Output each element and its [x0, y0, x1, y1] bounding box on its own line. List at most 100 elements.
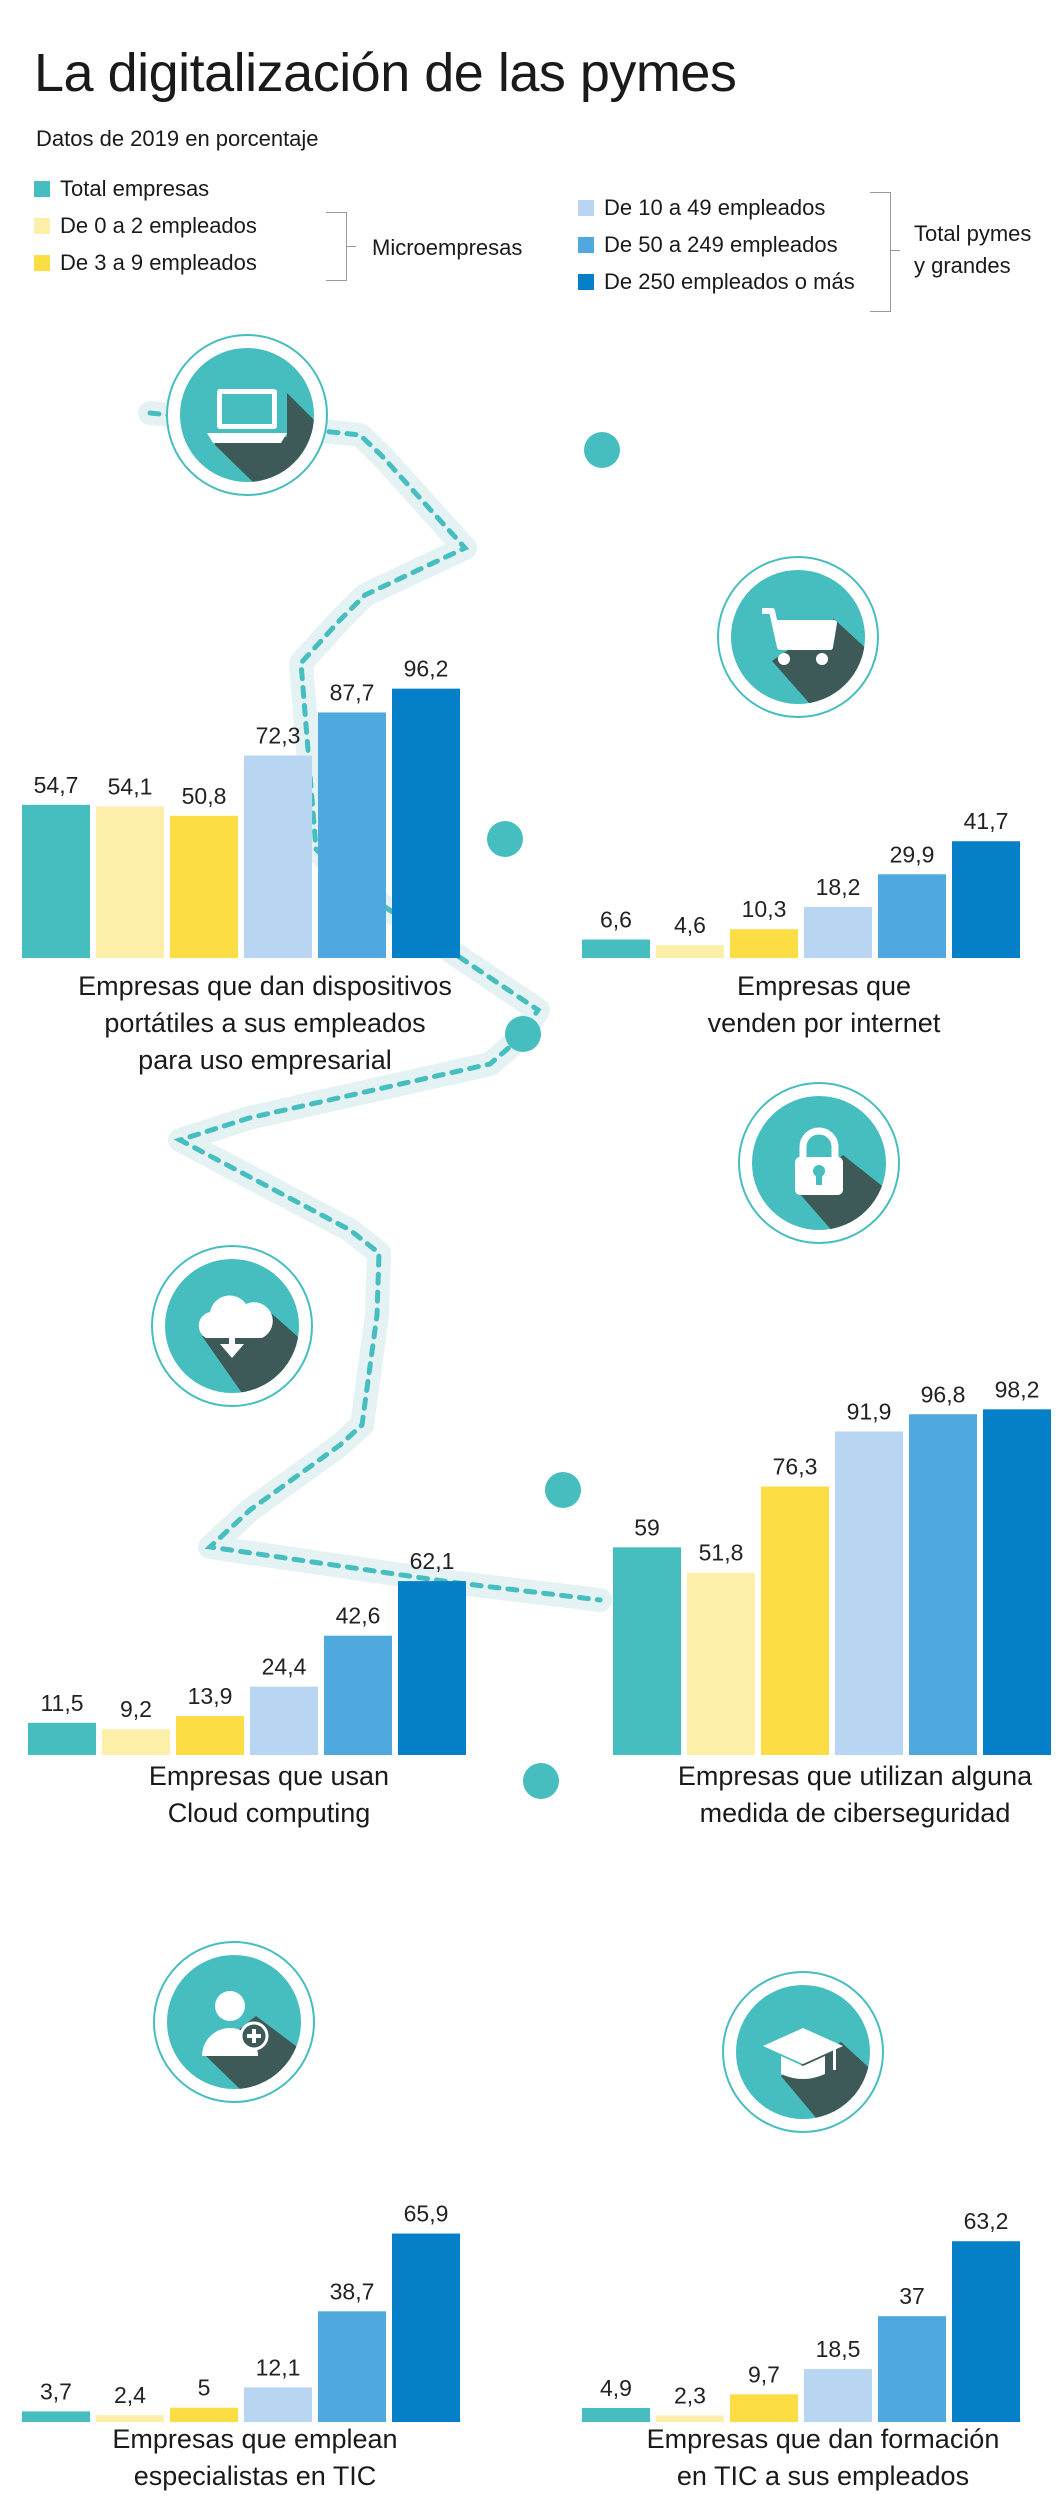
- cart-wheel: [778, 653, 790, 665]
- legend-item-3-9: De 3 a 9 empleados: [34, 250, 257, 276]
- chart-title: Empresas que emplean: [112, 2424, 397, 2454]
- data-label: 13,9: [188, 1683, 233, 1709]
- data-label: 11,5: [40, 1690, 83, 1716]
- legend-bracket-tick: [890, 250, 900, 251]
- legend-item-10-49: De 10 a 49 empleados: [578, 195, 825, 221]
- legend-item-total: Total empresas: [34, 176, 209, 202]
- bar-chart: 54,7 54,1 50,8 72,3 87,7 96,2 Empresas que dan…: [22, 656, 460, 1075]
- connector-path: [138, 401, 612, 1612]
- data-label: 72,3: [256, 723, 301, 749]
- cart-basket: [778, 625, 832, 645]
- user-plus-icon: [153, 1941, 315, 2103]
- legend-label: De 3 a 9 empleados: [60, 250, 257, 275]
- icon-shadow: [202, 1312, 299, 1393]
- bar: [804, 2369, 872, 2422]
- cap-tassel: [833, 2048, 836, 2070]
- bar: [952, 841, 1020, 958]
- bar: [398, 1581, 466, 1755]
- bar: [392, 2233, 460, 2422]
- icon-shadow: [772, 619, 865, 704]
- shopping-cart-icon: [717, 556, 879, 718]
- plus-v: [252, 2029, 256, 2043]
- data-label: 63,2: [964, 2208, 1009, 2234]
- cloud-arrow-head: [220, 1344, 244, 1358]
- page-title: La digitalización de las pymes: [34, 43, 737, 103]
- bar: [878, 2316, 946, 2422]
- bar: [102, 1729, 170, 1755]
- chart-title: venden por internet: [708, 1008, 941, 1038]
- data-label: 96,2: [404, 656, 449, 682]
- data-label: 98,2: [995, 1376, 1040, 1402]
- data-label: 42,6: [336, 1603, 381, 1629]
- data-label: 24,4: [262, 1654, 307, 1680]
- data-label: 87,7: [330, 679, 375, 705]
- bar: [318, 2311, 386, 2422]
- legend-swatch: [578, 200, 594, 216]
- data-label: 50,8: [182, 783, 227, 809]
- chart-title: Empresas que utilizan alguna: [678, 1761, 1033, 1791]
- legend-label: De 0 a 2 empleados: [60, 213, 257, 238]
- user-head: [215, 1991, 245, 2021]
- bar: [176, 1716, 244, 1755]
- cap-band: [781, 2056, 825, 2079]
- legend-label: De 10 a 49 empleados: [604, 195, 826, 220]
- legend-group-micro: Microempresas: [372, 235, 523, 260]
- chart-title: especialistas en TIC: [134, 2461, 377, 2491]
- chart-title: para uso empresarial: [138, 1045, 392, 1075]
- chart-title: portátiles a sus empleados: [104, 1008, 425, 1038]
- cloud-arrow-stem: [229, 1330, 235, 1348]
- connector-dashes: [147, 410, 603, 1603]
- connector-dot: [545, 1472, 581, 1508]
- data-label: 2,3: [674, 2382, 706, 2408]
- data-label: 2,4: [114, 2382, 146, 2408]
- connector-dot: [523, 1763, 559, 1799]
- bar-chart: 6,6 4,6 10,3 18,2 29,9 41,7 Empresas que venden…: [582, 808, 1020, 1038]
- data-label: 3,7: [40, 2378, 72, 2404]
- lock-icon: [738, 1082, 900, 1244]
- legend-item-250-plus: De 250 empleados o más: [578, 269, 855, 295]
- connector-dot: [487, 821, 523, 857]
- lock-shackle: [799, 1127, 839, 1159]
- bar: [250, 1686, 318, 1755]
- bar: [909, 1414, 977, 1755]
- connector-dot: [584, 432, 620, 468]
- icon-long-shadow: [202, 1312, 299, 1393]
- graduation-cap-icon: [722, 1971, 884, 2133]
- data-label: 9,7: [748, 2361, 780, 2387]
- legend-bracket-total: [870, 192, 891, 312]
- data-label: 18,2: [816, 874, 861, 900]
- data-label: 12,1: [256, 2354, 301, 2380]
- data-label: 4,6: [674, 912, 706, 938]
- bar: [96, 806, 164, 958]
- cart-wheel: [816, 653, 828, 665]
- bar: [392, 688, 460, 958]
- chart-title: Empresas que usan: [149, 1761, 389, 1791]
- chart-title: en TIC a sus empleados: [677, 2461, 969, 2491]
- connector-dot: [505, 1016, 541, 1052]
- legend-item-0-2: De 0 a 2 empleados: [34, 213, 257, 239]
- bar: [730, 2394, 798, 2422]
- data-label: 96,8: [921, 1381, 966, 1407]
- data-label: 54,7: [34, 772, 79, 798]
- bar: [318, 712, 386, 958]
- bar: [22, 804, 90, 958]
- data-label: 38,7: [330, 2278, 375, 2304]
- data-label: 18,5: [816, 2336, 861, 2362]
- data-label: 5: [198, 2375, 211, 2401]
- bar-chart: 11,5 9,2 13,9 24,4 42,6 62,1 Empresas que usan…: [28, 1548, 466, 1828]
- data-label: 76,3: [773, 1453, 818, 1479]
- data-label: 4,9: [600, 2375, 632, 2401]
- bar-chart: 4,9 2,3 9,7 18,5 37 63,2 Empresas que dan form…: [582, 2208, 1020, 2491]
- cart-frame: [762, 608, 837, 650]
- legend-swatch: [34, 218, 50, 234]
- laptop-base: [207, 433, 287, 443]
- bar: [656, 2415, 724, 2422]
- bar: [96, 2415, 164, 2422]
- bar: [22, 2411, 90, 2422]
- bar: [983, 1409, 1051, 1755]
- laptop-icon: [166, 334, 328, 496]
- legend-swatch: [34, 255, 50, 271]
- bar: [804, 907, 872, 958]
- cloud-download-icon: [151, 1245, 313, 1407]
